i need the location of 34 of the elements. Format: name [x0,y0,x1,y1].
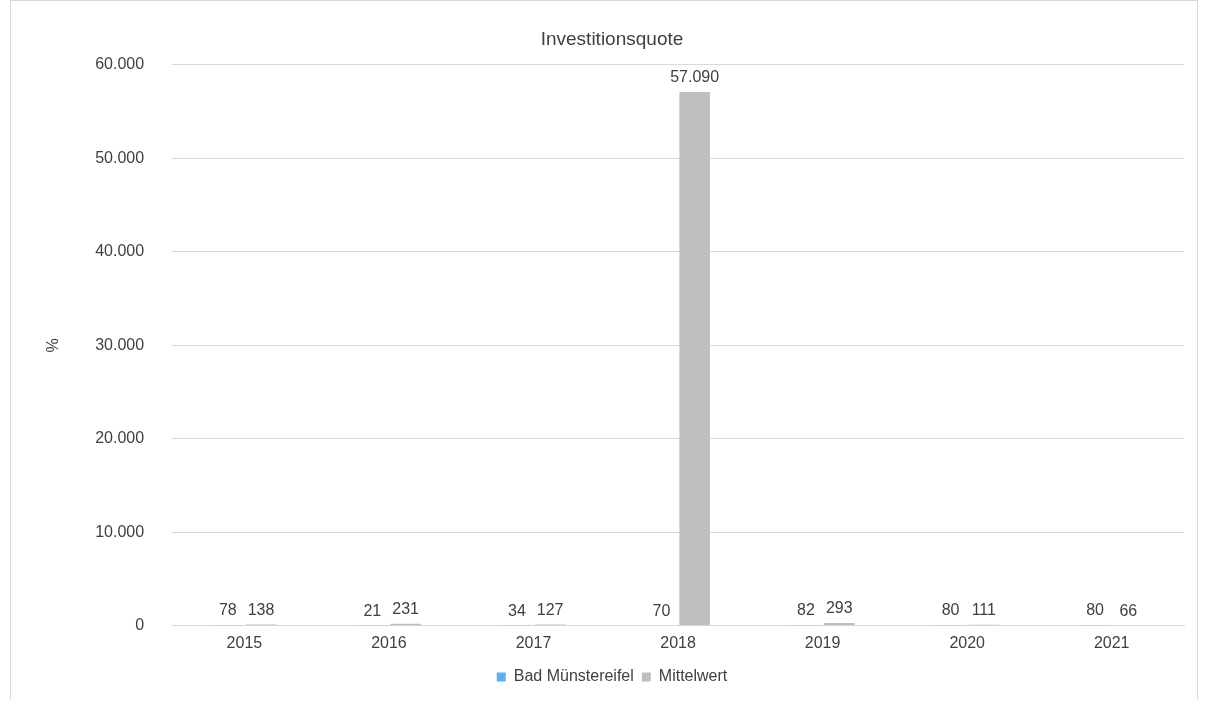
x-tick-label: 2020 [949,633,986,651]
data-label: 127 [536,601,564,619]
data-label: 66 [1119,601,1138,619]
bar [823,623,855,626]
data-label: 78 [218,601,237,619]
data-label: 21 [363,602,382,620]
data-label: 70 [652,601,671,619]
y-tick-label: 30.000 [95,335,145,353]
data-label: 80 [1086,601,1105,619]
x-tick-label: 2016 [371,633,407,651]
x-tick-label: 2019 [804,633,841,651]
legend-label: Bad Münstereifel [513,667,634,685]
data-label: 231 [392,600,420,618]
data-label: 293 [825,599,853,617]
data-label: 80 [941,601,960,619]
bar [679,92,710,626]
y-tick-label: 50.000 [95,148,145,166]
y-tick-label: 0 [135,616,145,634]
y-tick-label: 60.000 [95,55,145,73]
legend-label: Mittelwert [658,667,728,685]
y-axis-title: % [44,338,62,353]
y-tick-label: 40.000 [95,242,145,260]
data-label: 82 [797,601,815,619]
x-tick-label: 2017 [515,633,552,651]
x-tick-label: 2015 [226,633,263,651]
y-tick-label: 10.000 [95,522,145,540]
data-label: 111 [971,601,997,619]
x-tick-label: 2018 [660,633,696,651]
data-label: 34 [508,601,526,619]
x-tick-label: 2021 [1093,633,1130,651]
chart-title: Investitionsquote [540,27,684,49]
y-tick-label: 20.000 [95,429,145,447]
data-label: 138 [247,600,275,618]
data-label: 57.090 [670,68,720,86]
